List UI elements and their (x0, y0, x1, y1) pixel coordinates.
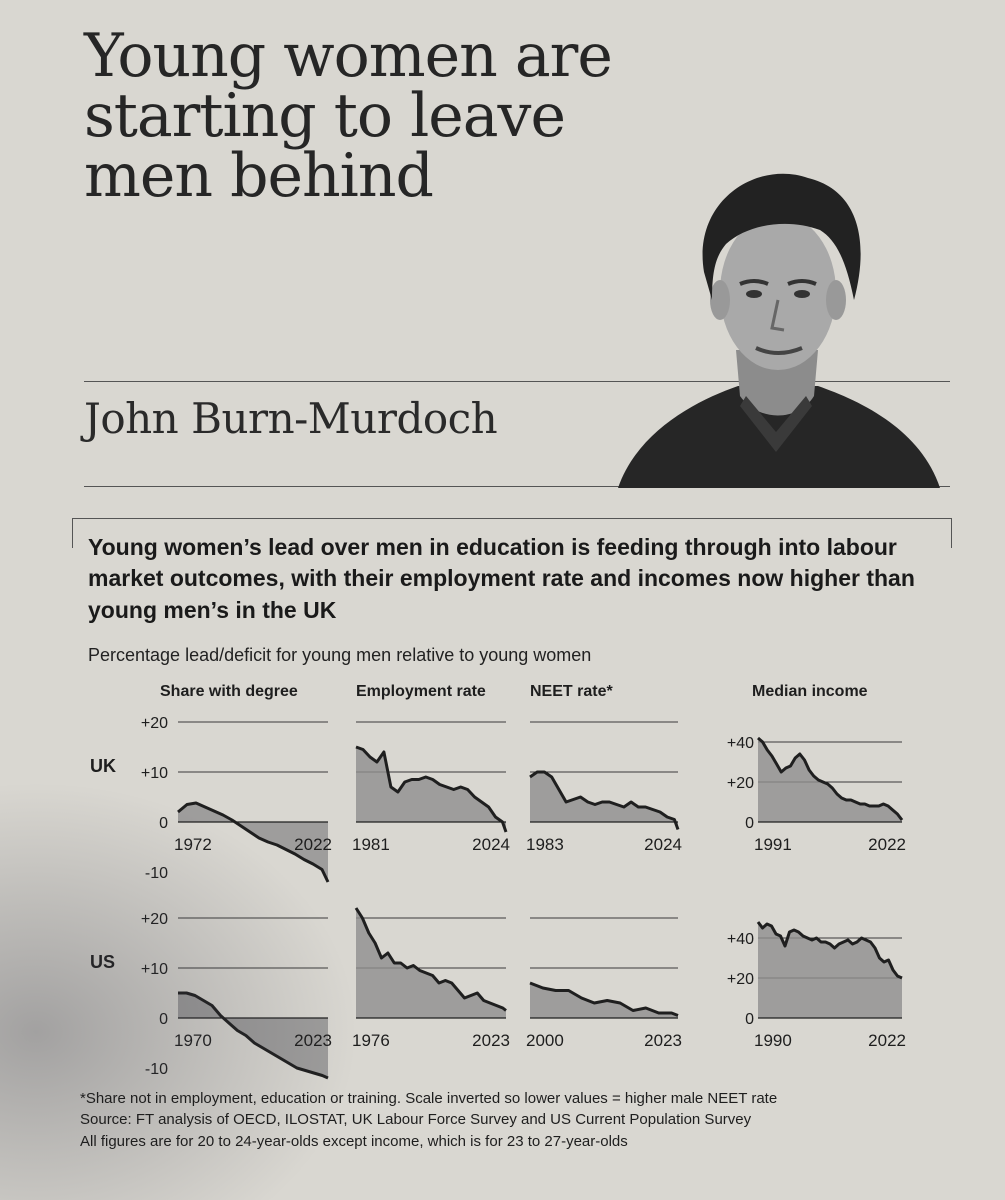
x-tick-label: 1990 (754, 1031, 792, 1050)
column-header: Median income (752, 683, 868, 700)
chart-left-rule (72, 518, 73, 548)
byline: John Burn-Murdoch (84, 394, 498, 443)
x-tick-label: 1983 (526, 835, 564, 854)
area-fill (178, 993, 328, 1078)
series-line (756, 921, 903, 980)
y-tick-label: 0 (745, 1011, 754, 1028)
x-tick-label: 2000 (526, 1031, 564, 1050)
small-multiples-chart: Share with degree Employment rate NEET rat… (90, 683, 906, 1080)
y-tick-label: +40 (727, 735, 754, 752)
series-line (355, 745, 508, 833)
area-fill (758, 922, 902, 1018)
chart-subtitle: Percentage lead/deficit for young men re… (88, 645, 592, 665)
y-tick-label: +20 (727, 775, 754, 792)
headline-rule (84, 381, 950, 382)
x-tick-label: 1970 (174, 1031, 212, 1050)
x-tick-label: 2024 (472, 835, 510, 854)
x-tick-label: 2023 (644, 1031, 682, 1050)
chart-title: Young women’s lead over men in education… (88, 534, 915, 623)
series-line (178, 991, 329, 1080)
y-tick-label: 0 (745, 815, 754, 832)
article-headline: Young women are starting to leave men be… (84, 21, 613, 211)
y-tick-label: +40 (727, 931, 754, 948)
y-tick-label: -10 (145, 1061, 168, 1078)
series-line (757, 736, 904, 821)
author-portrait (618, 173, 940, 488)
row-label: UK (90, 756, 116, 776)
y-tick-label: 0 (159, 1011, 168, 1028)
row-label: US (90, 952, 115, 972)
x-tick-label: 1991 (754, 835, 792, 854)
chart-right-rule (951, 518, 952, 548)
series-line (354, 907, 507, 1012)
y-tick-label: +10 (141, 765, 168, 782)
y-tick-label: +10 (141, 961, 168, 978)
area-fill (356, 747, 506, 832)
footnote-neet: *Share not in employment, education or t… (80, 1090, 778, 1107)
byline-rule (84, 486, 950, 487)
y-tick-label: 0 (159, 815, 168, 832)
column-header: Share with degree (160, 683, 298, 700)
y-tick-label: +20 (727, 971, 754, 988)
footnotes: *Share not in employment, education or t… (80, 1088, 960, 1152)
area-fill (758, 738, 902, 822)
x-tick-label: 2023 (472, 1031, 510, 1050)
footnote-ages: All figures are for 20 to 24-year-olds e… (80, 1132, 628, 1150)
x-tick-label: 2022 (868, 1031, 906, 1050)
area-fill (356, 908, 506, 1018)
series-line (529, 770, 680, 831)
x-tick-label: 2022 (294, 835, 332, 854)
x-tick-label: 1972 (174, 835, 212, 854)
y-tick-label: -10 (145, 865, 168, 882)
column-header: NEET rate* (530, 683, 613, 700)
footnote-source: Source: FT analysis of OECD, ILOSTAT, UK… (80, 1111, 752, 1129)
y-tick-label: +20 (141, 715, 168, 732)
x-tick-label: 2022 (868, 835, 906, 854)
series-line (177, 801, 330, 883)
series-line (529, 981, 679, 1017)
area-fill (530, 772, 678, 830)
area-fill (178, 803, 328, 882)
x-tick-label: 1981 (352, 835, 390, 854)
column-header: Employment rate (356, 683, 486, 700)
x-tick-label: 2023 (294, 1031, 332, 1050)
y-tick-label: +20 (141, 911, 168, 928)
x-tick-label: 1976 (352, 1031, 390, 1050)
chart-top-rule (72, 518, 952, 519)
x-tick-label: 2024 (644, 835, 682, 854)
